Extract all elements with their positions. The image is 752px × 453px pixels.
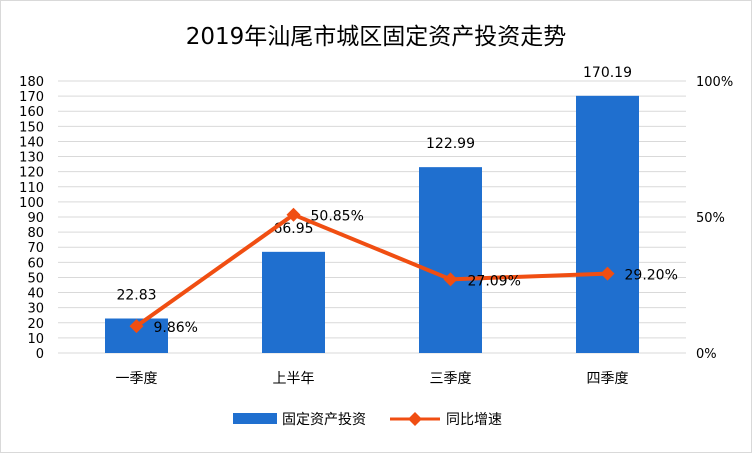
bar <box>262 251 325 353</box>
line-data-label: 50.85% <box>311 209 364 225</box>
left-tick-label: 40 <box>27 287 44 302</box>
bar <box>419 167 482 353</box>
legend: 固定资产投资 同比增速 <box>233 412 502 428</box>
left-tick-label: 0 <box>36 347 44 362</box>
left-tick-label: 120 <box>19 166 44 181</box>
left-tick-label: 80 <box>27 226 44 241</box>
left-tick-label: 170 <box>19 90 44 105</box>
chart-title: 2019年汕尾市城区固定资产投资走势 <box>186 24 567 50</box>
left-axis-ticks: 0102030405060708090100110120130140150160… <box>19 75 44 362</box>
line-data-label: 27.09% <box>468 273 521 289</box>
left-tick-label: 50 <box>27 271 44 286</box>
legend-line-marker <box>408 412 422 426</box>
right-tick-label: 100% <box>696 75 733 90</box>
bar-data-labels: 22.83 66.95 122.99 170.19 <box>116 65 632 304</box>
legend-bar-swatch <box>233 413 277 424</box>
right-tick-label: 50% <box>696 211 725 226</box>
line-point <box>286 207 301 222</box>
left-tick-label: 60 <box>27 256 44 271</box>
bar-data-label: 66.95 <box>273 221 313 237</box>
left-tick-label: 150 <box>19 120 44 135</box>
left-tick-label: 20 <box>27 317 44 332</box>
category-labels: 一季度 上半年 三季度 四季度 <box>116 371 629 387</box>
line-path <box>135 212 608 328</box>
line-data-labels: 9.86% 50.85% 27.09% 29.20% <box>154 209 678 336</box>
left-tick-label: 10 <box>27 332 44 347</box>
right-axis-ticks: 0% 50% 100% <box>696 75 733 362</box>
left-tick-label: 110 <box>19 181 44 196</box>
category-label: 一季度 <box>116 371 158 387</box>
category-label: 上半年 <box>273 371 315 387</box>
left-tick-label: 70 <box>27 241 44 256</box>
left-tick-label: 90 <box>27 211 44 226</box>
bar <box>576 95 639 353</box>
left-tick-label: 140 <box>19 135 44 150</box>
line-data-label: 9.86% <box>154 320 198 336</box>
line-point <box>443 272 458 287</box>
left-tick-label: 180 <box>19 75 44 90</box>
line-point <box>600 266 615 281</box>
left-tick-label: 100 <box>19 196 44 211</box>
legend-line-label: 同比增速 <box>446 412 502 428</box>
bar-data-label: 170.19 <box>583 65 632 81</box>
line-data-label: 29.20% <box>625 268 678 284</box>
category-label: 三季度 <box>430 371 472 387</box>
bar-data-label: 22.83 <box>116 288 156 304</box>
line-series <box>129 207 615 334</box>
line-point <box>129 319 144 334</box>
legend-bar-label: 固定资产投资 <box>282 412 366 428</box>
left-tick-label: 130 <box>19 151 44 166</box>
right-tick-label: 0% <box>696 347 717 362</box>
bar-series <box>105 95 639 353</box>
category-label: 四季度 <box>587 371 629 387</box>
left-tick-label: 30 <box>27 302 44 317</box>
bar-data-label: 122.99 <box>426 136 475 152</box>
left-tick-label: 160 <box>19 105 44 120</box>
